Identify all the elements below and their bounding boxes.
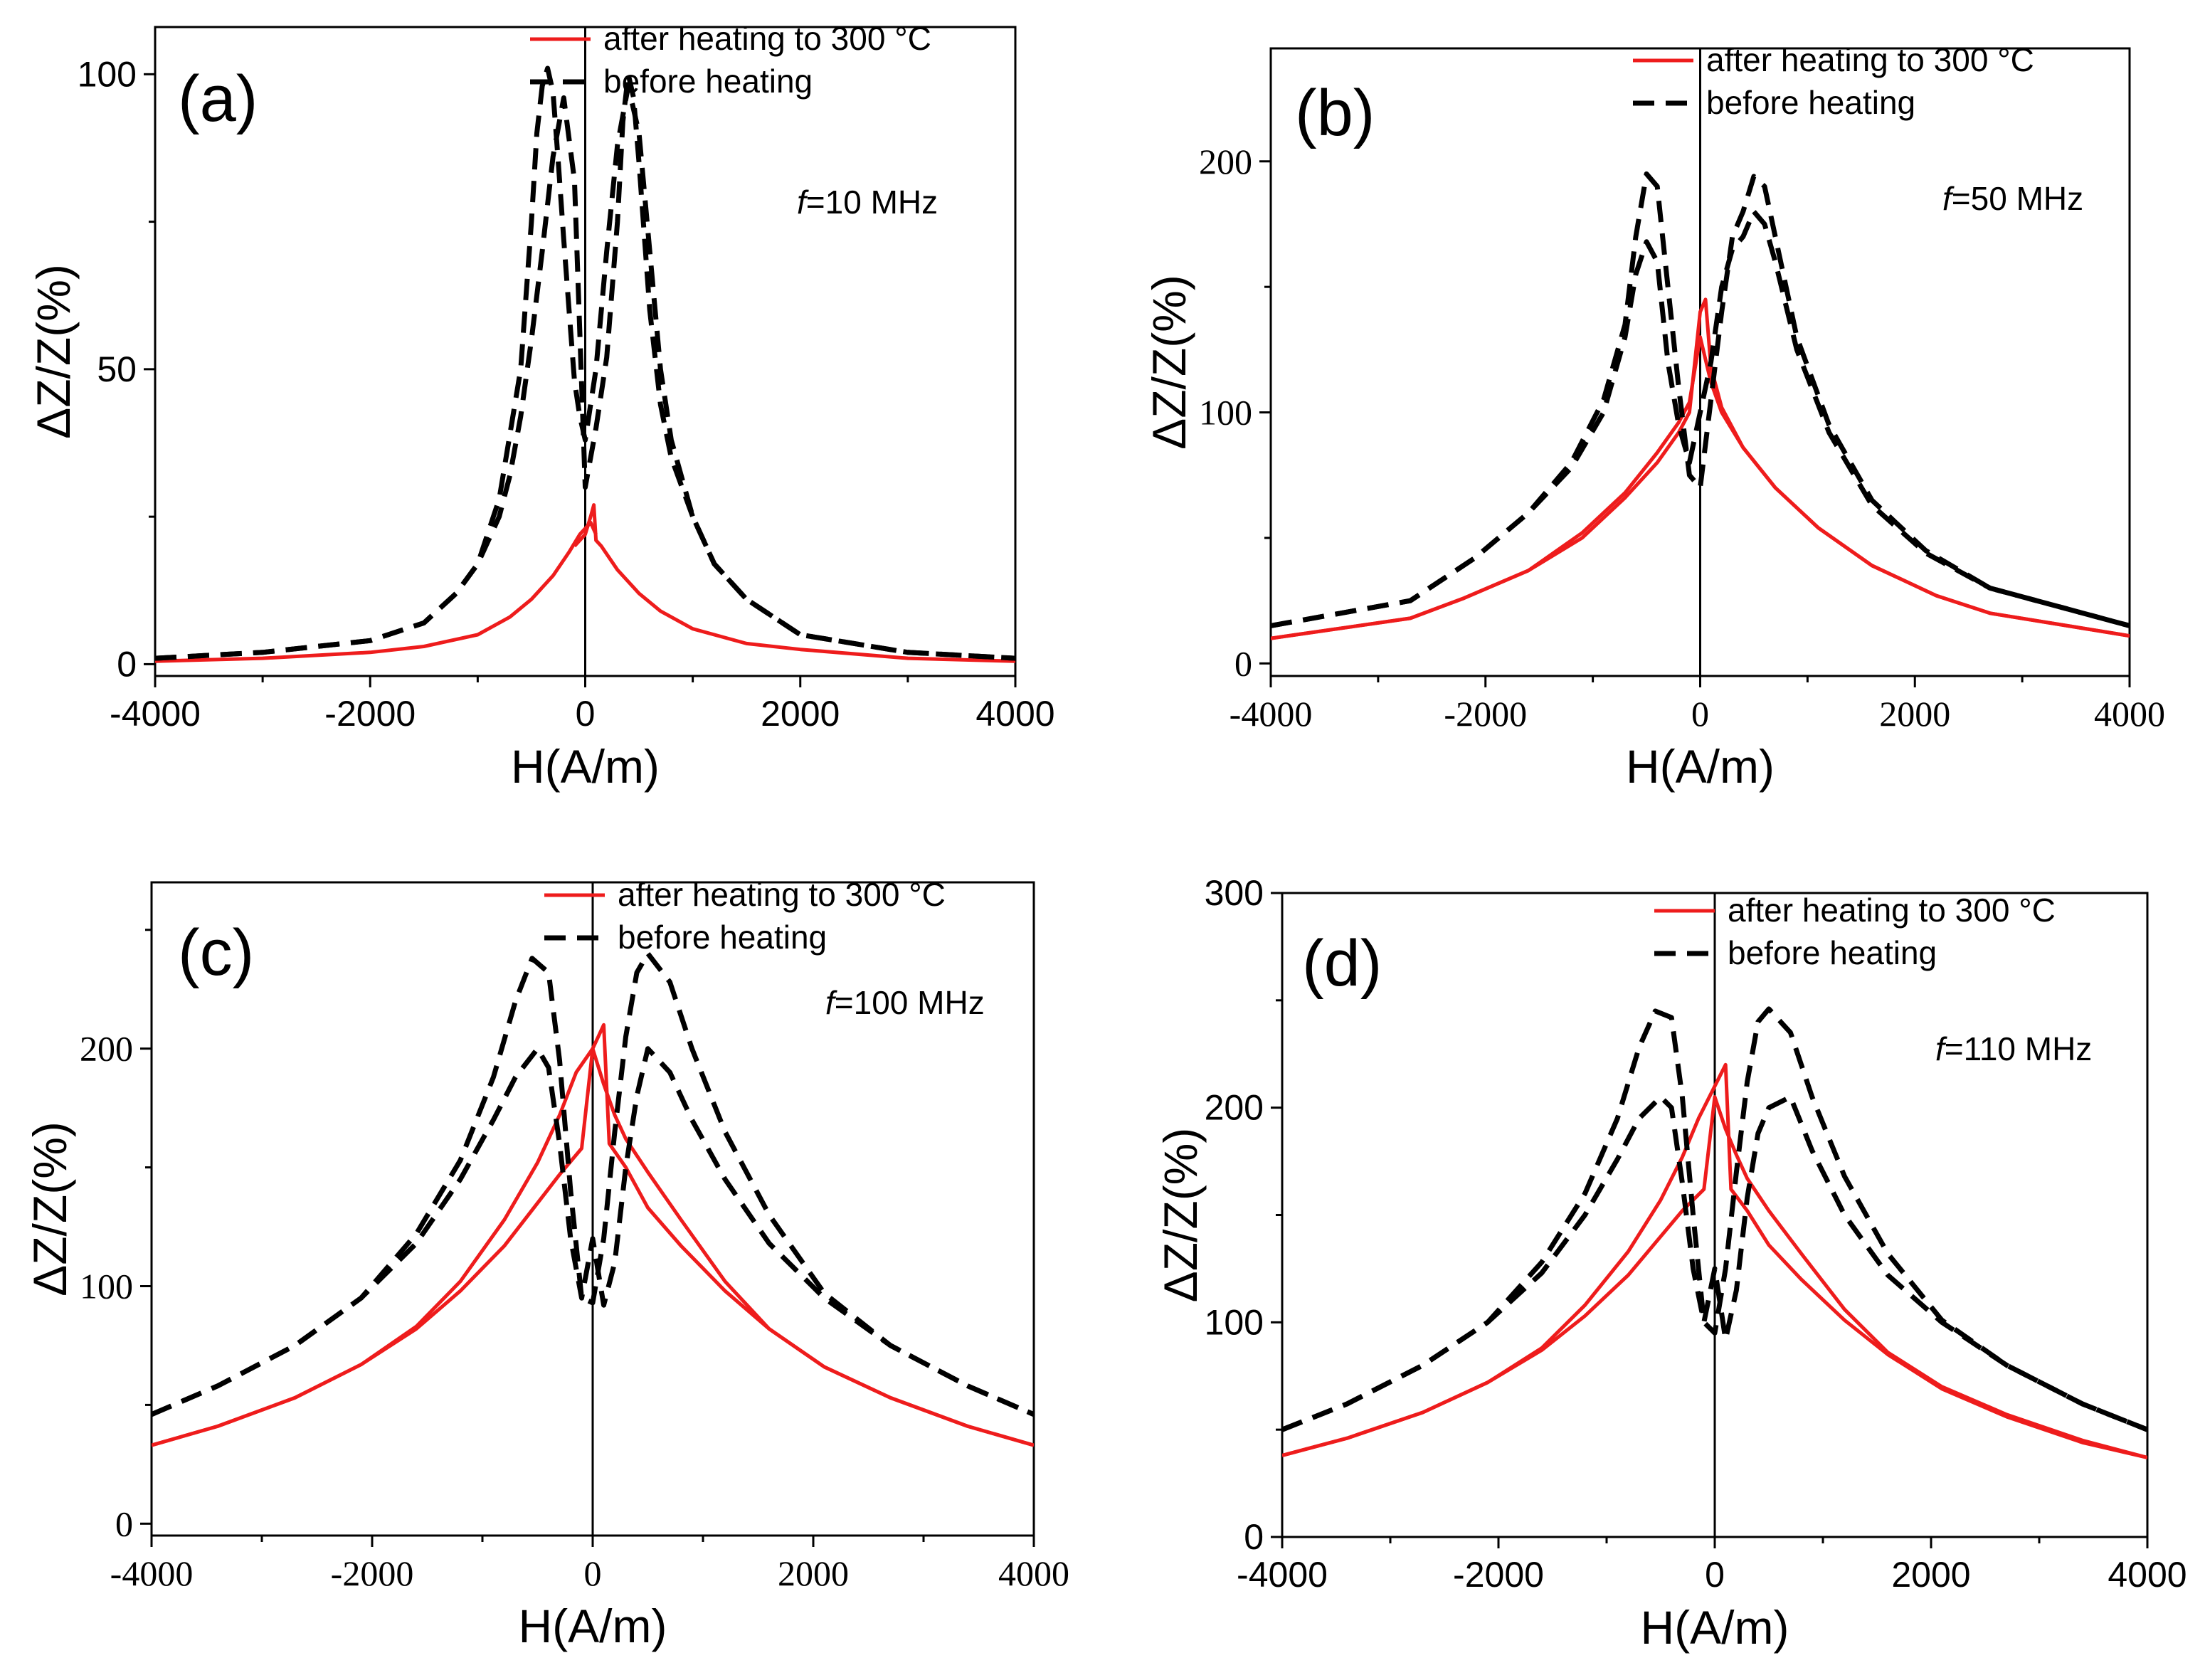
- after-heating-line-2: [152, 1047, 1034, 1447]
- before-heating-line-1: [1271, 171, 2130, 628]
- before-heating-line-2: [1282, 1094, 2147, 1432]
- y-tick-label: 0: [117, 644, 137, 684]
- legend-label: after heating to 300 °C: [618, 876, 946, 913]
- panel-a: -4000 -2000 0 2000 4000 0 50 100 H(A/m) ΔZ/Z(%) af…: [27, 20, 1055, 793]
- x-tick-label: 2000: [1891, 1555, 1970, 1595]
- legend: after heating to 300 °C before heating: [544, 876, 946, 956]
- y-tick-label: 200: [80, 1029, 133, 1069]
- after-heating-line-2: [1282, 1095, 2147, 1459]
- before-heating-line-2: [155, 71, 1015, 661]
- y-tick-label: 200: [1205, 1088, 1264, 1128]
- x-tick-label: 4000: [975, 694, 1054, 734]
- legend-label: before heating: [1706, 84, 1915, 121]
- y-axis-label: ΔZ/Z(%): [1154, 1128, 1207, 1303]
- panel-label: (c): [178, 916, 254, 989]
- legend: after heating to 300 °C before heating: [1654, 892, 2056, 971]
- x-tick-label: 2000: [761, 694, 840, 734]
- y-tick-label: 100: [1199, 393, 1252, 433]
- y-tick-label: 300: [1205, 873, 1264, 913]
- legend-label: after heating to 300 °C: [1728, 892, 2056, 929]
- panel-label: (a): [178, 63, 258, 135]
- after-heating-line-1: [155, 520, 598, 663]
- x-tick-label: -2000: [1453, 1555, 1544, 1595]
- frequency-annotation: f=110 MHz: [1935, 1030, 2092, 1067]
- y-tick-label: 100: [80, 1266, 133, 1306]
- before-heating-line-1: [152, 951, 1034, 1417]
- y-axis-label: ΔZ/Z(%): [1143, 275, 1195, 450]
- x-tick-label: -2000: [331, 1553, 414, 1593]
- y-axis-label: ΔZ/Z(%): [27, 264, 80, 439]
- after-heating-line-2: [573, 503, 1015, 663]
- y-axis-label: ΔZ/Z(%): [23, 1121, 76, 1296]
- y-tick-label: 100: [78, 54, 137, 94]
- x-tick-label: 0: [584, 1553, 602, 1593]
- frequency-annotation: f=10 MHz: [797, 184, 938, 221]
- frequency-annotation: f=100 MHz: [825, 984, 985, 1021]
- x-tick-label: 0: [1691, 694, 1709, 734]
- x-tick-label: 4000: [998, 1553, 1069, 1593]
- x-tick-label: -2000: [1444, 694, 1527, 734]
- y-tick-label: 50: [97, 349, 137, 389]
- x-tick-label: 4000: [2094, 694, 2165, 734]
- panel-d: -4000 -2000 0 2000 4000 0 100 200 300 H(A/m) ΔZ/Z(…: [1154, 873, 2187, 1654]
- legend-label: before heating: [603, 63, 813, 100]
- series-group: [1282, 1006, 2147, 1459]
- x-tick-label: 0: [576, 694, 596, 734]
- y-tick-label: 0: [1234, 643, 1252, 683]
- y-tick-label: 100: [1205, 1302, 1264, 1342]
- panel-c: -4000 -2000 0 2000 4000 0 100 200 H(A/m) ΔZ/Z(%) a…: [23, 876, 1069, 1652]
- legend-label: before heating: [618, 919, 827, 956]
- series-group: [155, 65, 1015, 663]
- y-tick-label: 0: [1244, 1517, 1264, 1557]
- x-tick-label: -4000: [1237, 1555, 1328, 1595]
- x-tick-label: 2000: [1879, 694, 1950, 734]
- series-group: [152, 951, 1034, 1447]
- x-tick-label: 0: [1705, 1555, 1725, 1595]
- panel-label: (d): [1302, 927, 1382, 1000]
- frequency-annotation: f=50 MHz: [1942, 180, 2083, 217]
- legend: after heating to 300 °C before heating: [530, 20, 931, 100]
- before-heating-line-1: [1282, 1006, 2147, 1432]
- x-axis-label: H(A/m): [1626, 740, 1775, 793]
- y-tick-label: 200: [1199, 142, 1252, 181]
- x-tick-label: 4000: [2108, 1555, 2187, 1595]
- x-tick-label: -4000: [1230, 694, 1313, 734]
- legend-label: after heating to 300 °C: [603, 20, 931, 57]
- panel-label: (b): [1295, 77, 1375, 149]
- x-tick-label: 2000: [778, 1553, 849, 1593]
- after-heating-line-2: [1271, 297, 2130, 640]
- x-axis-label: H(A/m): [519, 1600, 667, 1652]
- x-axis-label: H(A/m): [511, 740, 660, 793]
- before-heating-line-2: [1271, 208, 2130, 628]
- legend: after heating to 300 °C before heating: [1633, 41, 2034, 121]
- legend-label: before heating: [1728, 934, 1937, 971]
- x-tick-label: -4000: [110, 1553, 194, 1593]
- before-heating-line-2: [152, 1046, 1034, 1417]
- series-group: [1271, 171, 2130, 640]
- x-axis-label: H(A/m): [1641, 1601, 1789, 1654]
- x-tick-label: -4000: [110, 694, 201, 734]
- y-tick-label: 0: [115, 1504, 133, 1543]
- legend-label: after heating to 300 °C: [1706, 41, 2034, 78]
- panel-b: -4000 -2000 0 2000 4000 0 100 200 H(A/m) ΔZ/Z(%) a…: [1143, 41, 2165, 793]
- x-tick-label: -2000: [324, 694, 416, 734]
